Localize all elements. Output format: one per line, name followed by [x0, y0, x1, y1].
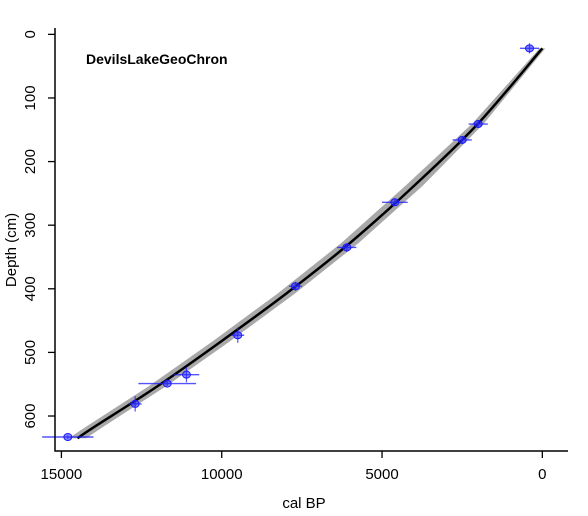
- sample-marker: [289, 281, 302, 291]
- sample-marker: [519, 43, 540, 54]
- sample-marker: [468, 120, 488, 129]
- plot-title: DevilsLakeGeoChron: [86, 51, 228, 67]
- y-tick-label: 400: [22, 276, 39, 301]
- sample-markers-layer: [42, 43, 540, 442]
- sample-marker: [173, 367, 200, 383]
- x-tick-label: 10000: [201, 466, 243, 483]
- x-tick-label: 0: [538, 466, 546, 483]
- sample-marker: [337, 242, 357, 252]
- sample-point: [290, 282, 300, 291]
- y-tick-label: 300: [22, 213, 39, 238]
- x-tick-label: 5000: [365, 466, 398, 483]
- sample-point: [390, 198, 400, 207]
- sample-point: [473, 120, 483, 129]
- sample-point: [130, 399, 140, 408]
- confidence-ribbon: [68, 48, 546, 439]
- axes-layer: 15000 10000 5000 0 0 100 200 300 400 500 600: [22, 28, 568, 483]
- sample-point: [63, 433, 73, 442]
- y-axis-title: Depth (cm): [3, 213, 20, 287]
- sample-point: [162, 379, 172, 388]
- sample-point: [457, 135, 467, 144]
- x-tick-label: 15000: [41, 466, 83, 483]
- sample-marker: [452, 135, 472, 144]
- axis-frame: [54, 28, 568, 452]
- y-tick-label: 200: [22, 149, 39, 174]
- sample-point: [342, 243, 352, 252]
- y-tick-label: 600: [22, 403, 39, 428]
- sample-marker: [138, 379, 197, 388]
- y-tick-label: 0: [22, 30, 39, 38]
- sample-marker: [42, 433, 94, 442]
- confidence-ribbon-layer: [68, 48, 546, 439]
- sample-point: [233, 331, 243, 340]
- median-age-depth-curve: [76, 47, 544, 440]
- y-tick-label: 500: [22, 340, 39, 365]
- sample-point: [525, 44, 535, 53]
- sample-marker: [382, 198, 408, 207]
- sample-marker: [231, 327, 245, 343]
- sample-marker: [128, 396, 142, 412]
- y-tick-label: 100: [22, 85, 39, 110]
- median-curve-layer: [76, 47, 544, 440]
- x-axis-title: cal BP: [282, 495, 325, 512]
- sample-point: [181, 370, 191, 379]
